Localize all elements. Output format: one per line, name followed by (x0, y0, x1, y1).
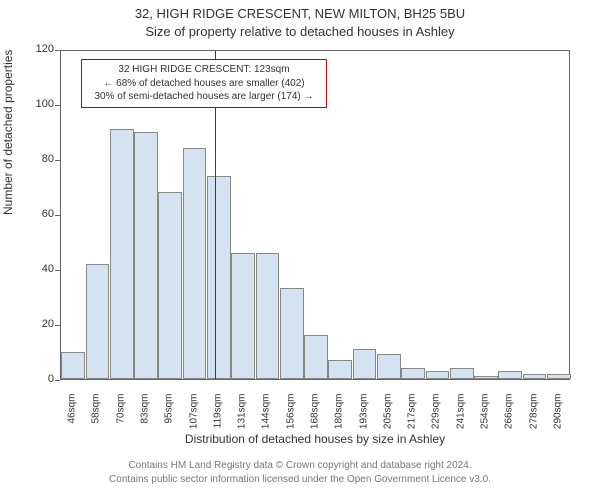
x-tick-label: 156sqm (285, 394, 296, 444)
histogram-bar (61, 352, 85, 380)
y-tick-label: 0 (24, 373, 54, 385)
histogram-bar (377, 354, 401, 379)
annotation-line3: 30% of semi-detached houses are larger (… (88, 90, 320, 104)
y-tick-label: 80 (24, 153, 54, 165)
y-tick-mark (55, 215, 60, 216)
x-tick-label: 107sqm (188, 394, 199, 444)
y-tick-label: 40 (24, 263, 54, 275)
x-tick-label: 241sqm (455, 394, 466, 444)
histogram-bar (450, 368, 474, 379)
histogram-bar (86, 264, 110, 380)
x-tick-label: 58sqm (91, 394, 102, 444)
chart-title-line1: 32, HIGH RIDGE CRESCENT, NEW MILTON, BH2… (0, 6, 600, 21)
annotation-box: 32 HIGH RIDGE CRESCENT: 123sqm← 68% of d… (81, 59, 327, 108)
histogram-bar (547, 374, 571, 380)
x-tick-label: 168sqm (310, 394, 321, 444)
x-tick-label: 131sqm (237, 394, 248, 444)
x-tick-label: 193sqm (358, 394, 369, 444)
histogram-bar (328, 360, 352, 379)
annotation-line2: ← 68% of detached houses are smaller (40… (88, 77, 320, 91)
y-tick-mark (55, 160, 60, 161)
y-tick-mark (55, 325, 60, 326)
x-tick-label: 70sqm (115, 394, 126, 444)
histogram-bar (256, 253, 280, 380)
x-tick-label: 278sqm (528, 394, 539, 444)
x-tick-label: 205sqm (382, 394, 393, 444)
y-tick-mark (55, 50, 60, 51)
y-tick-mark (55, 270, 60, 271)
histogram-bar (474, 376, 498, 379)
footer-line1: Contains HM Land Registry data © Crown c… (0, 460, 600, 471)
x-tick-label: 46sqm (67, 394, 78, 444)
histogram-bar (523, 374, 547, 380)
x-tick-label: 229sqm (431, 394, 442, 444)
x-tick-label: 119sqm (212, 394, 223, 444)
histogram-bar (280, 288, 304, 379)
annotation-line1: 32 HIGH RIDGE CRESCENT: 123sqm (88, 63, 320, 77)
histogram-bar (110, 129, 134, 379)
y-tick-label: 60 (24, 208, 54, 220)
x-tick-label: 217sqm (407, 394, 418, 444)
x-tick-label: 266sqm (504, 394, 515, 444)
histogram-bar (231, 253, 255, 380)
y-tick-label: 20 (24, 318, 54, 330)
histogram-bar (353, 349, 377, 379)
x-tick-label: 95sqm (164, 394, 175, 444)
y-axis-label: Number of detached properties (1, 50, 15, 215)
histogram-bar (183, 148, 207, 379)
footer-line2: Contains public sector information licen… (0, 474, 600, 485)
histogram-bar (401, 368, 425, 379)
x-tick-label: 83sqm (140, 394, 151, 444)
y-tick-mark (55, 105, 60, 106)
x-tick-label: 180sqm (334, 394, 345, 444)
chart-title-line2: Size of property relative to detached ho… (0, 24, 600, 39)
histogram-bar (134, 132, 158, 380)
y-tick-label: 100 (24, 98, 54, 110)
x-tick-label: 254sqm (480, 394, 491, 444)
x-tick-label: 290sqm (552, 394, 563, 444)
histogram-bar (304, 335, 328, 379)
histogram-bar (426, 371, 450, 379)
histogram-bar (158, 192, 182, 379)
plot-area: 32 HIGH RIDGE CRESCENT: 123sqm← 68% of d… (60, 50, 570, 380)
chart-container: 32, HIGH RIDGE CRESCENT, NEW MILTON, BH2… (0, 0, 600, 500)
histogram-bar (207, 176, 231, 380)
histogram-bar (498, 371, 522, 379)
x-tick-label: 144sqm (261, 394, 272, 444)
y-tick-label: 120 (24, 43, 54, 55)
y-tick-mark (55, 380, 60, 381)
